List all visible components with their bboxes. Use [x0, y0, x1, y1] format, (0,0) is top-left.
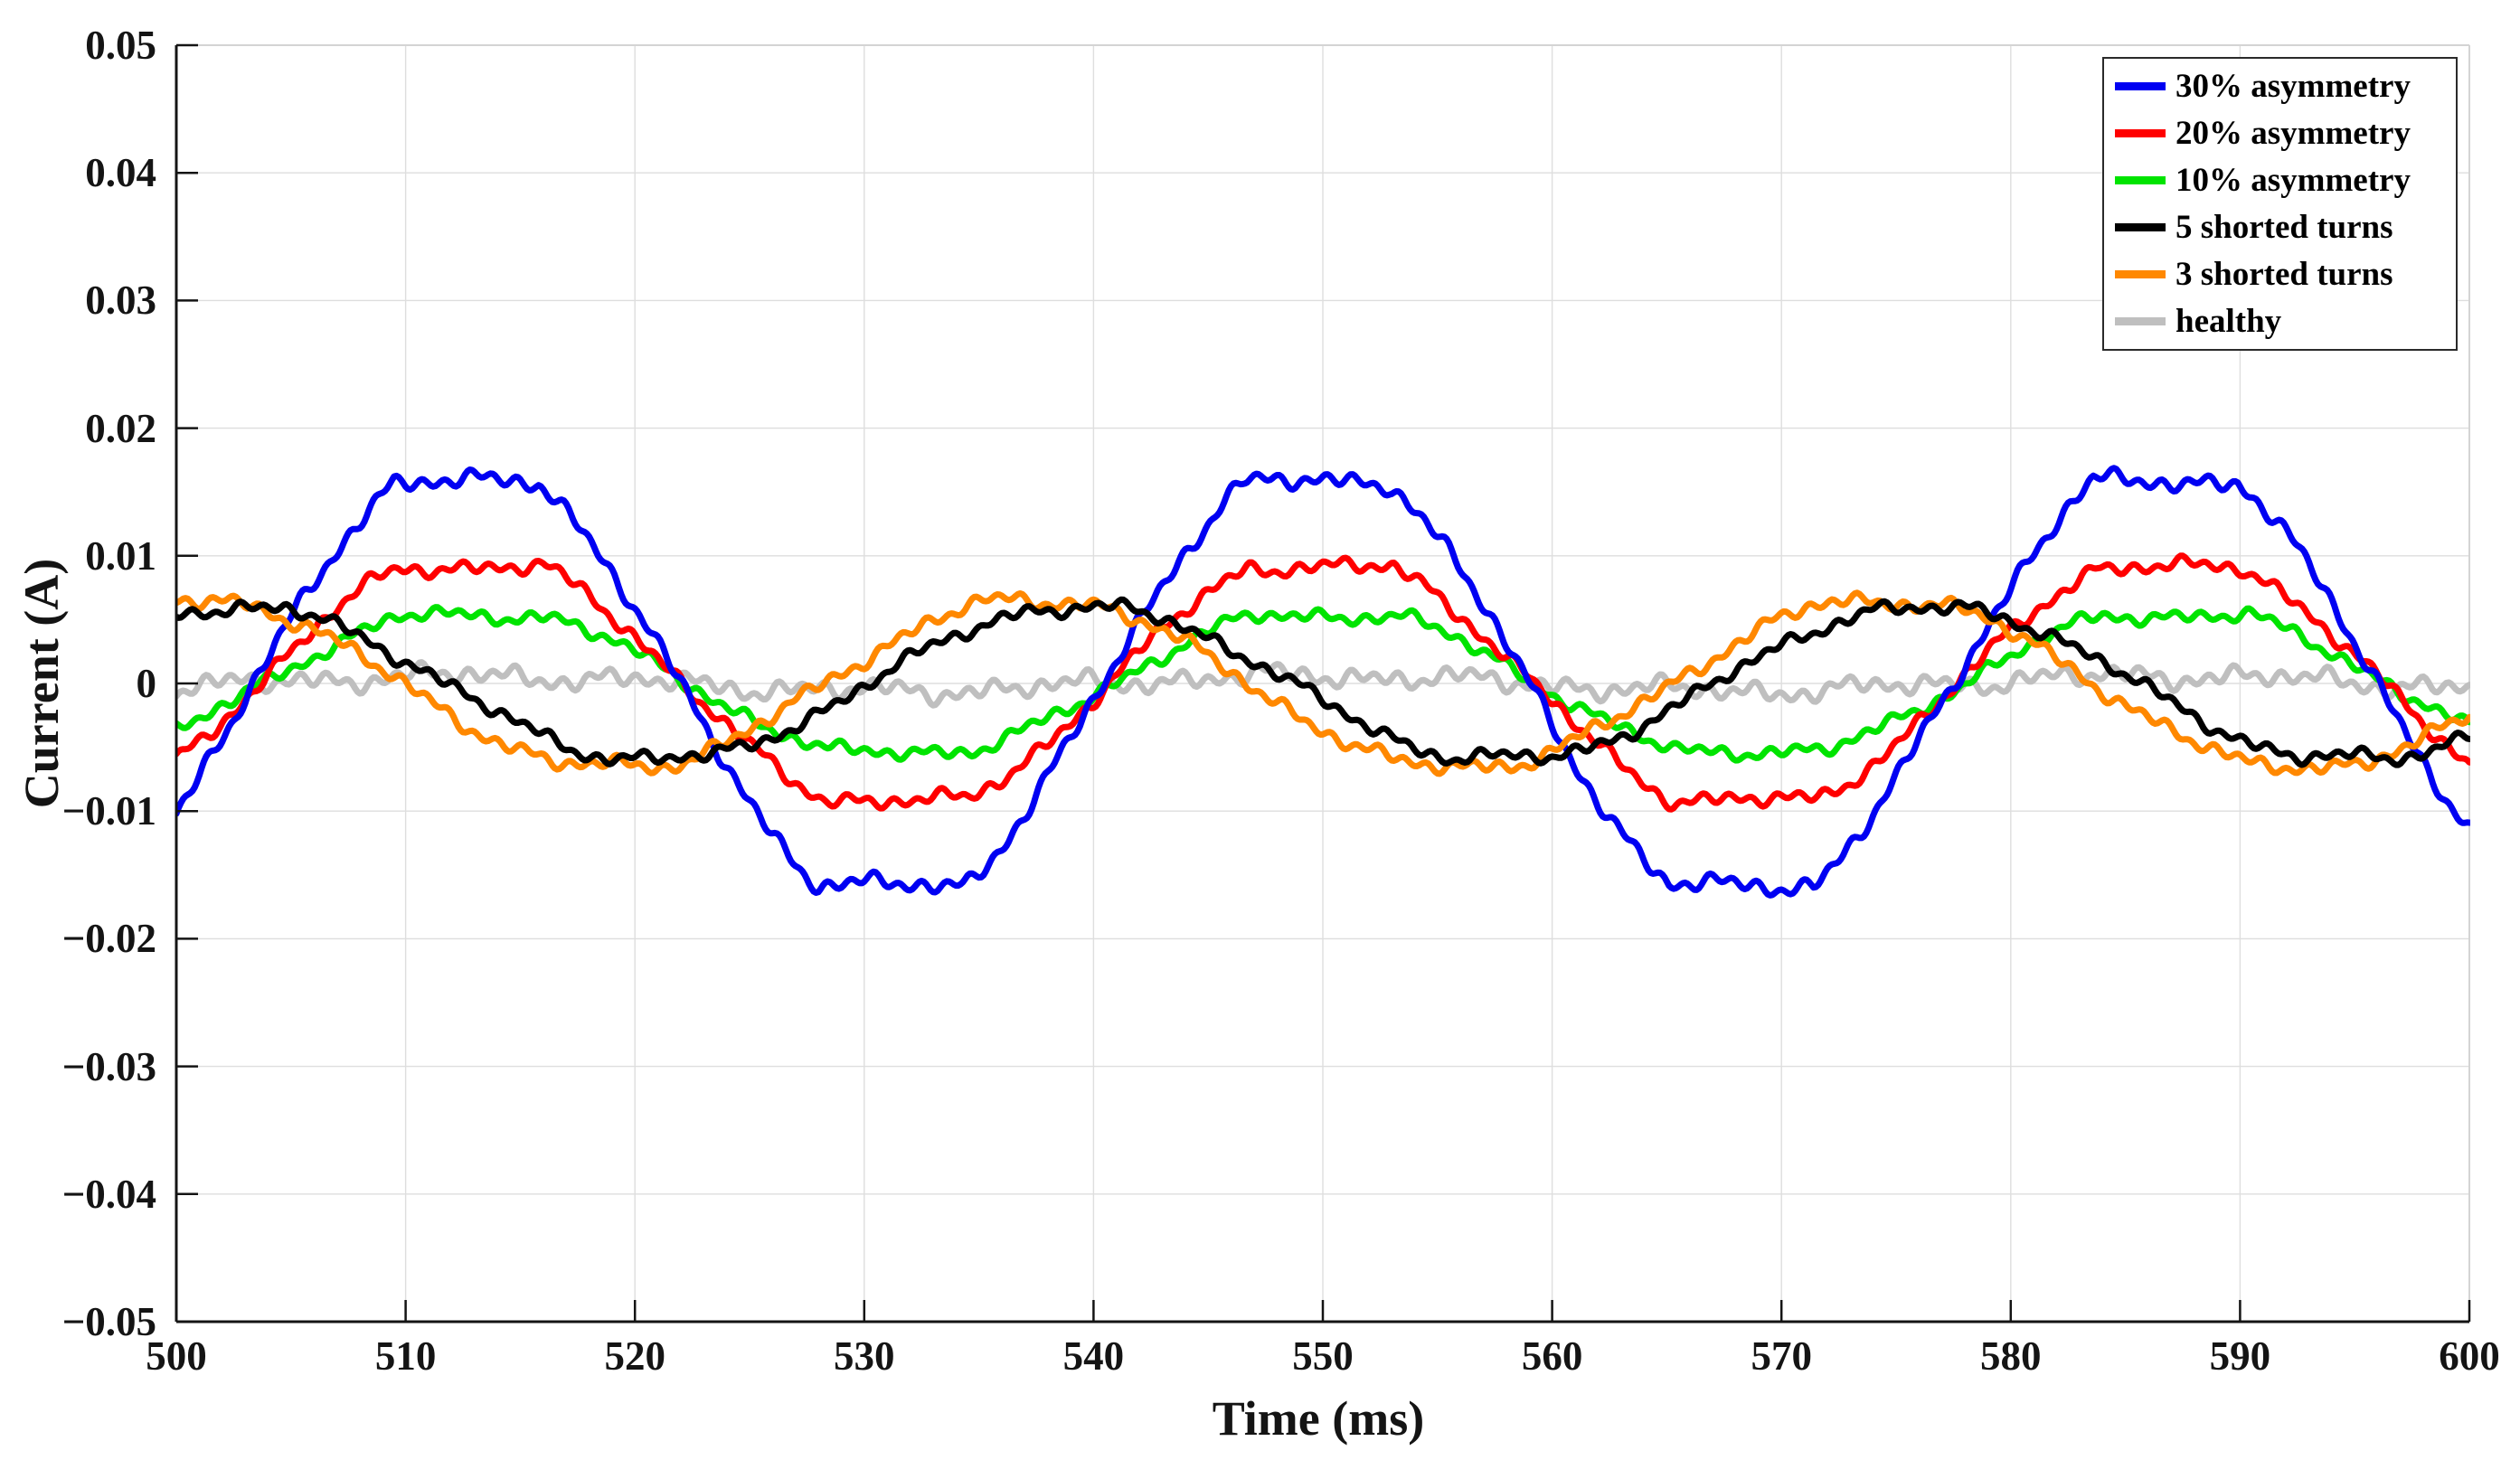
legend-entry-label: 5 shorted turns [2176, 208, 2393, 246]
y-tick-label: 0.02 [85, 405, 156, 451]
legend: 30% asymmetry 20% asymmetry 10% asymmetry 5… [2102, 57, 2458, 351]
legend-entry-label: 10% asymmetry [2176, 162, 2411, 200]
series-path-3-shorted-turns [175, 589, 2470, 777]
series-path-30-asymmetry [175, 465, 2470, 899]
legend-entry-label: healthy [2176, 302, 2282, 340]
x-tick-label: 550 [1292, 1333, 1354, 1379]
series-path-20-asymmetry [175, 552, 2470, 813]
series-path-10-asymmetry [175, 604, 2470, 764]
y-tick-label: 0.01 [85, 532, 156, 579]
y-tick-label: 0 [136, 661, 157, 706]
x-tick-label: 520 [604, 1333, 665, 1379]
series-path-healthy [175, 659, 2470, 709]
y-axis-label: Current (A) [14, 558, 69, 809]
y-tick-label: −0.03 [61, 1043, 156, 1089]
y-tick-label: 0.04 [85, 150, 156, 196]
legend-line-sample [2115, 316, 2166, 325]
legend-line-sample [2115, 82, 2166, 91]
legend-line-sample [2115, 269, 2166, 278]
legend-line-sample [2115, 176, 2166, 185]
x-axis-label: Time (ms) [1212, 1391, 1425, 1446]
legend-entry: healthy [2104, 298, 2456, 344]
x-tick-label: 570 [1751, 1333, 1812, 1379]
x-tick-label: 580 [1980, 1333, 2042, 1379]
legend-entry: 30% asymmetry [2104, 64, 2456, 109]
legend-entry-label: 3 shorted turns [2176, 255, 2393, 293]
y-tick-label: 0.03 [85, 278, 156, 324]
legend-entry: 20% asymmetry [2104, 111, 2456, 156]
series-path-5-shorted-turns [175, 596, 2470, 768]
legend-line-sample [2115, 222, 2166, 231]
y-tick-label: 0.05 [85, 23, 156, 68]
x-tick-label: 530 [834, 1333, 895, 1379]
legend-entry-label: 20% asymmetry [2176, 115, 2411, 153]
y-tick-label: −0.01 [61, 788, 156, 834]
x-tick-label: 590 [2209, 1333, 2271, 1379]
x-tick-label: 510 [374, 1333, 437, 1379]
legend-line-sample [2115, 129, 2166, 138]
x-tick-label: 500 [146, 1333, 207, 1379]
x-tick-label: 560 [1521, 1333, 1583, 1379]
legend-entry-label: 30% asymmetry [2176, 68, 2411, 106]
y-tick-label: −0.02 [61, 916, 156, 962]
y-tick-label: −0.04 [61, 1171, 156, 1217]
y-tick-label: −0.05 [61, 1299, 156, 1344]
series-layer [175, 465, 2470, 899]
legend-entry: 3 shorted turns [2104, 251, 2456, 297]
x-tick-label: 600 [2439, 1333, 2500, 1379]
x-tick-label: 540 [1062, 1333, 1125, 1379]
legend-entry: 5 shorted turns [2104, 204, 2456, 250]
legend-entry: 10% asymmetry [2104, 158, 2456, 203]
